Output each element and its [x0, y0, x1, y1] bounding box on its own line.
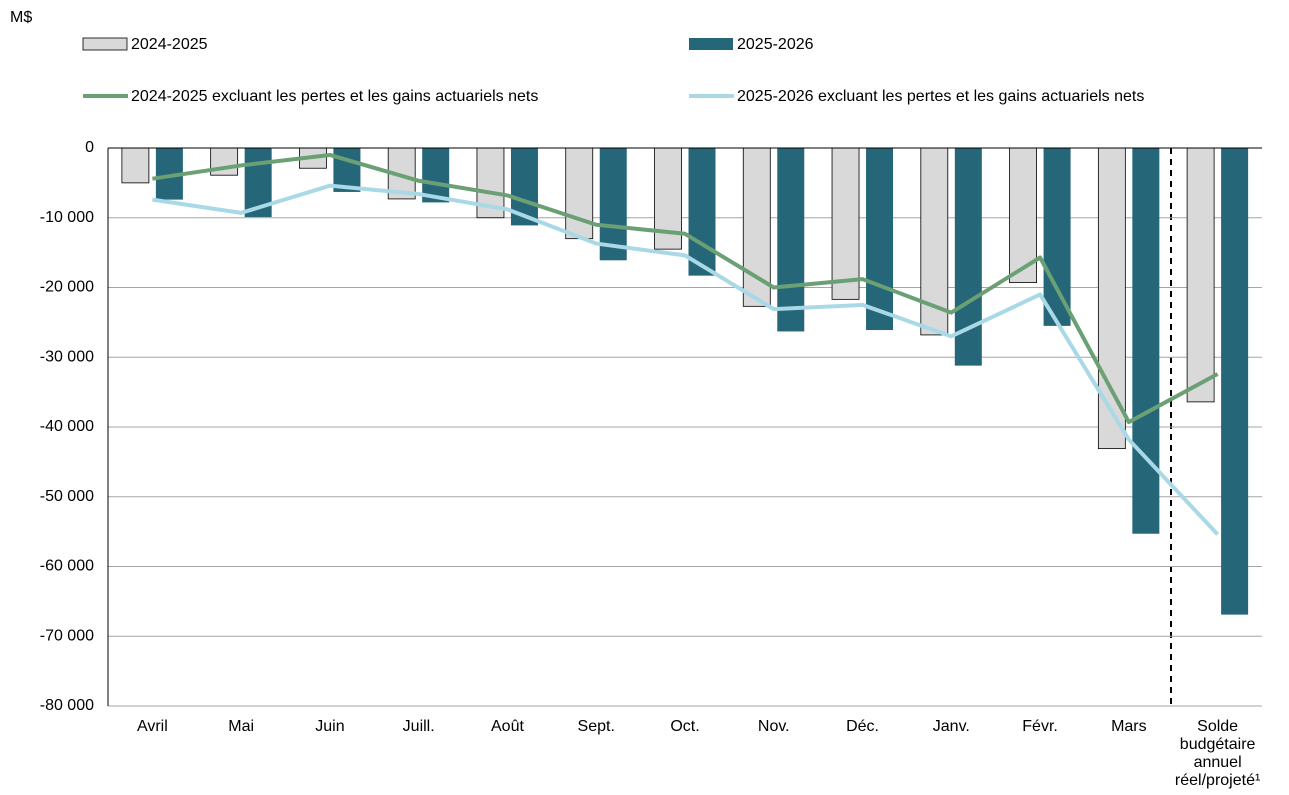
bar — [777, 148, 805, 332]
legend-label: 2025-2026 excluant les pertes et les gai… — [737, 88, 1144, 105]
y-tick-label: -30 000 — [40, 348, 94, 365]
line-series — [152, 183, 1220, 536]
y-tick-label: -70 000 — [40, 627, 94, 644]
x-tick-label: Janv. — [933, 718, 970, 735]
x-tick-label: Août — [491, 718, 524, 735]
x-tick-label: Sept. — [578, 718, 615, 735]
legend-label: 2024-2025 excluant les pertes et les gai… — [131, 88, 538, 105]
bar — [599, 148, 627, 261]
bar — [422, 148, 450, 203]
x-tick-label: Mai — [228, 718, 254, 735]
y-tick-label: -50 000 — [40, 488, 94, 505]
y-tick-label: -40 000 — [40, 418, 94, 435]
bar — [831, 147, 860, 300]
x-tick-label: Nov. — [758, 718, 790, 735]
bar — [1043, 148, 1071, 326]
y-tick-label: -20 000 — [40, 279, 94, 296]
legend-swatch — [82, 37, 128, 51]
y-tick-label: -60 000 — [40, 558, 94, 575]
y-tick-label: -10 000 — [40, 209, 94, 226]
y-tick-label: -80 000 — [40, 697, 94, 714]
legend-label: 2024-2025 — [131, 36, 208, 53]
bar — [1186, 147, 1215, 403]
x-tick-label: Oct. — [670, 718, 699, 735]
x-tick-label: Déc. — [846, 718, 879, 735]
legend-swatch — [689, 38, 733, 50]
bar — [866, 148, 894, 331]
x-tick-label: Avril — [137, 718, 168, 735]
bar — [688, 148, 716, 276]
y-tick-label: 0 — [85, 139, 94, 156]
x-tick-label: Solde budgétaire annuel réel/projeté¹ — [1175, 718, 1260, 789]
bar — [1221, 148, 1249, 615]
bar — [1132, 148, 1160, 534]
bar — [565, 147, 594, 240]
x-tick-label: Juin — [315, 718, 344, 735]
line-series — [152, 152, 1219, 425]
x-tick-label: Févr. — [1022, 718, 1058, 735]
y-axis-label: M$ — [10, 9, 32, 26]
x-tick-label: Mars — [1111, 718, 1147, 735]
x-tick-label: Juill. — [403, 718, 435, 735]
legend-label: 2025-2026 — [737, 36, 814, 53]
bar — [1097, 147, 1126, 450]
bar — [742, 147, 771, 307]
bar — [121, 147, 150, 184]
